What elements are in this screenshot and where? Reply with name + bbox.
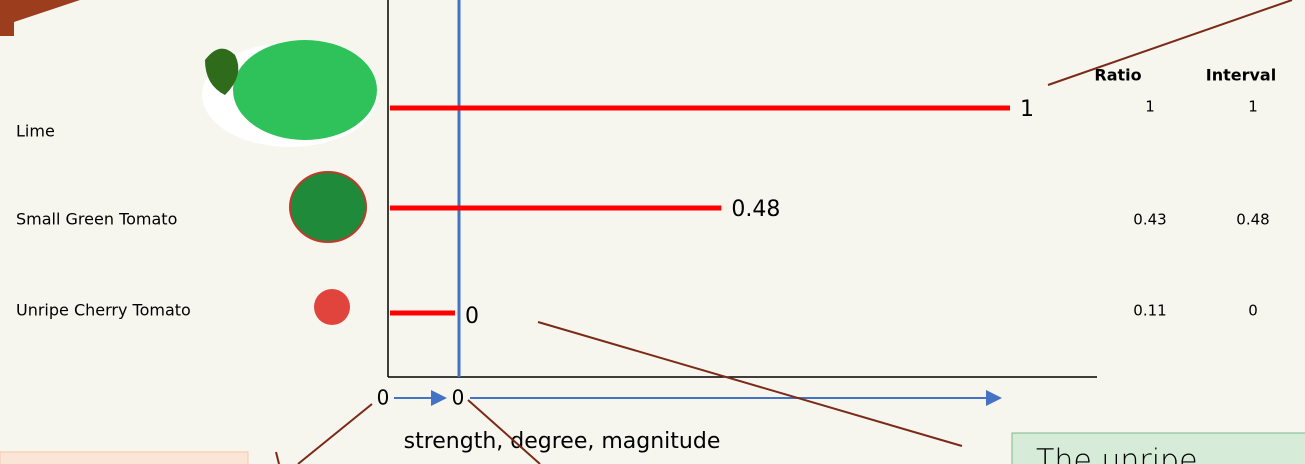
corner-decoration <box>0 0 80 36</box>
interval-value: 1 <box>1248 98 1258 116</box>
interval-value: 0 <box>1248 302 1258 320</box>
bar-value: 0 <box>465 304 479 329</box>
ratio-value: 0.43 <box>1133 211 1166 229</box>
axis-label: strength, degree, magnitude <box>404 429 721 454</box>
bar-value: 0.48 <box>731 197 780 222</box>
row-label: Unripe Cherry Tomato <box>16 301 191 320</box>
column-header: Interval <box>1206 66 1276 85</box>
ratio-value: 0.11 <box>1133 302 1166 320</box>
annotation-lines <box>275 0 1293 464</box>
lime-leaf <box>205 48 239 95</box>
origin-label: 0 <box>377 386 390 410</box>
callout-box <box>1011 432 1305 464</box>
note-box <box>0 451 249 464</box>
origin-label: 0 <box>452 386 465 410</box>
column-header: Ratio <box>1094 66 1141 85</box>
row-label: Small Green Tomato <box>16 210 177 229</box>
interval-value: 0.48 <box>1236 211 1269 229</box>
green-tomato-icon <box>289 171 367 243</box>
cherry-tomato-icon <box>314 289 350 325</box>
callout-text: The unripe <box>1036 444 1198 464</box>
ratio-value: 1 <box>1145 98 1155 116</box>
lime-icon <box>233 40 377 140</box>
bar-value: 1 <box>1020 97 1034 122</box>
row-label: Lime <box>16 122 55 141</box>
